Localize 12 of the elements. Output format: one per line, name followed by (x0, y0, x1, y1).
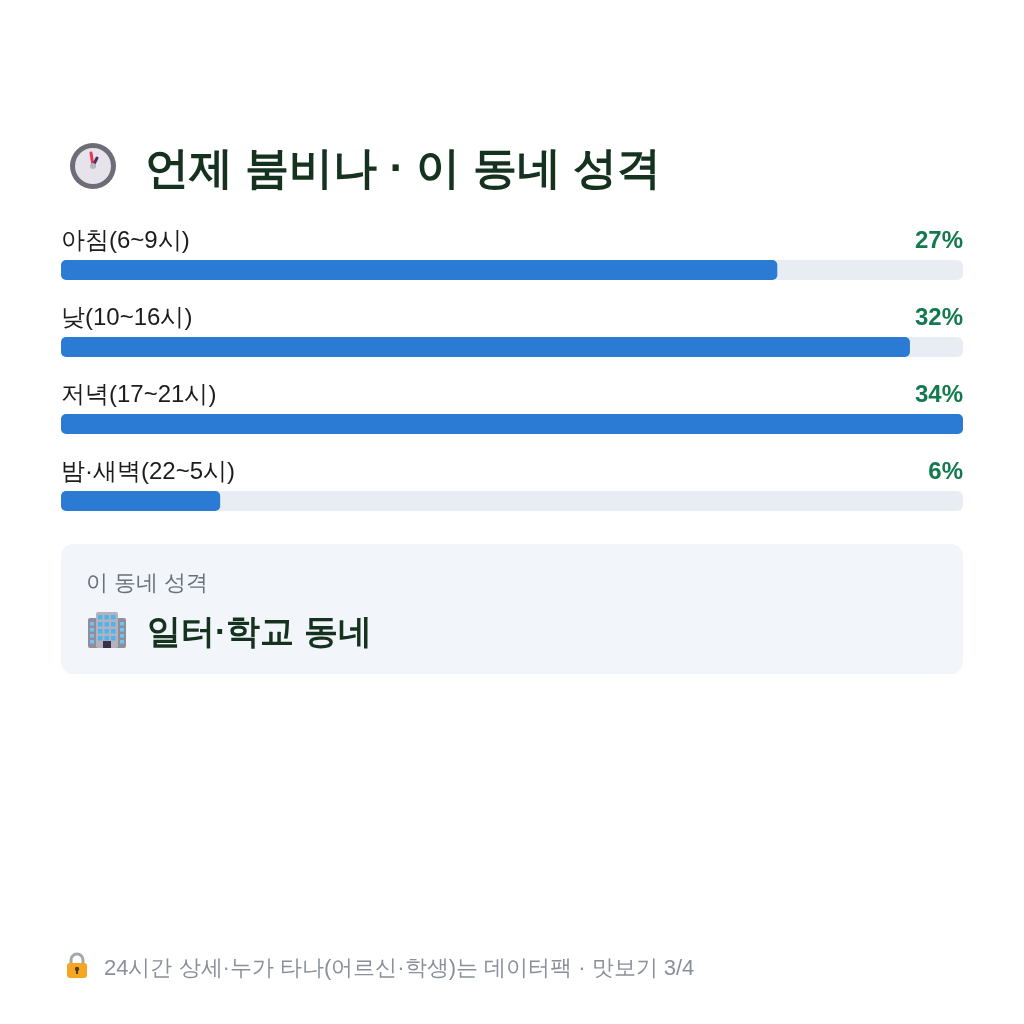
y-tick-label: 저녁(17~21시) (61, 380, 217, 407)
chart-title: 언제 붐비나 · 이 동네 성격 (145, 143, 661, 192)
y-tick-label: 밤·새벽(22~5시) (61, 457, 236, 484)
data-label: 6% (928, 457, 963, 484)
text: 일터·학교 동네 (147, 612, 372, 650)
text: 이 동네 성격 (86, 570, 209, 595)
data-label: 34% (914, 380, 963, 407)
y-tick-label: 아침(6~9시) (61, 226, 190, 253)
y-tick-label: 낮(10~16시) (61, 303, 193, 330)
data-label: 32% (914, 303, 963, 330)
text: 24시간 상세·누가 타나(어르신·학생)는 데이터팩 · 맛보기 3/4 (104, 955, 695, 980)
data-label: 27% (914, 226, 963, 253)
